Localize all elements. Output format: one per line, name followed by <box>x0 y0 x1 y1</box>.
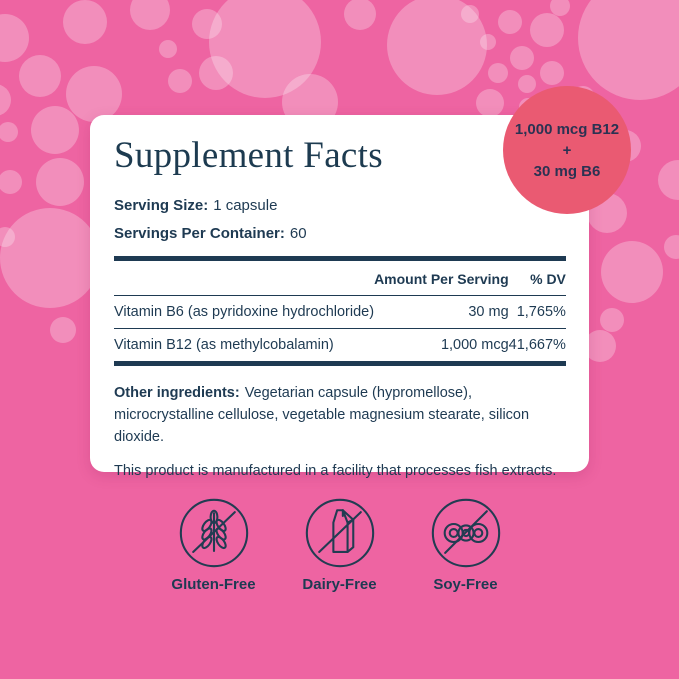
ingredient-amount: 30 mg <box>374 295 509 329</box>
supplement-facts-panel: Supplement Facts Serving Size: 1 capsule … <box>90 115 589 479</box>
other-ingredients: Other ingredients: Vegetarian capsule (hy… <box>114 382 565 448</box>
ingredient-dv: 41,667% <box>508 337 566 353</box>
background-bubble <box>168 69 192 93</box>
facility-note: This product is manufactured in a facili… <box>114 463 557 479</box>
background-bubble <box>578 0 679 100</box>
background-bubble <box>658 160 679 200</box>
badge-line-b6: 30 mg B6 <box>533 162 601 180</box>
certification-dairy-free: Dairy-Free <box>296 497 384 593</box>
serving-size-line: Serving Size: 1 capsule <box>114 192 565 220</box>
background-bubble <box>584 330 616 362</box>
table-row: Vitamin B12 (as methylcobalamin) 1,000 m… <box>114 329 566 364</box>
background-bubble <box>209 0 321 98</box>
certification-gluten-free: Gluten-Free <box>170 497 258 593</box>
background-bubble <box>0 84 11 116</box>
background-bubble <box>50 317 76 343</box>
serving-size-label: Serving Size: <box>114 197 209 214</box>
header-ingredient <box>114 258 375 296</box>
background-bubble <box>540 61 564 85</box>
soy-free-icon <box>431 498 500 568</box>
ingredient-name: Vitamin B12 (as methylcobalamin) <box>114 337 334 353</box>
background-bubble <box>130 0 170 30</box>
table-row: Vitamin B6 (as pyridoxine hydrochloride)… <box>114 295 566 329</box>
background-bubble <box>601 241 663 303</box>
background-bubble <box>498 10 522 34</box>
background-bubble <box>387 0 487 95</box>
background-bubble <box>63 0 107 44</box>
serving-size-value: 1 capsule <box>213 197 278 214</box>
panel-title: Supplement Facts <box>114 135 383 176</box>
background-bubble <box>664 235 679 259</box>
background-bubble <box>530 13 564 47</box>
background-bubble <box>0 170 22 194</box>
other-ingredients-text: Vegetarian capsule (hypromellose), micro… <box>114 385 530 445</box>
badge-line-plus: + <box>562 141 572 159</box>
background-bubble <box>31 106 79 154</box>
other-ingredients-label: Other ingredients: <box>114 385 240 401</box>
certifications-row: Gluten-Free Dairy-Free Soy-Free <box>0 497 679 593</box>
ingredient-dv: 1,765% <box>508 295 566 329</box>
gluten-free-icon <box>179 498 248 568</box>
background-bubble <box>480 34 496 50</box>
badge-line-b12: 1,000 mcg B12 <box>514 120 620 138</box>
header-amount-per-serving: Amount Per Serving <box>374 258 509 296</box>
background-bubble <box>19 55 61 97</box>
background-bubble <box>510 46 534 70</box>
background-bubble <box>159 40 177 58</box>
background-bubble <box>461 5 479 23</box>
header-dv: % DV <box>508 258 566 296</box>
background-bubble <box>0 122 18 142</box>
background-bubble <box>518 75 536 93</box>
background-bubble <box>476 89 504 117</box>
background-bubble <box>0 14 29 62</box>
table-header-row: Amount Per Serving % DV <box>114 258 566 296</box>
certification-label: Gluten-Free <box>171 576 256 593</box>
background-bubble <box>36 158 84 206</box>
dairy-free-icon <box>305 498 374 568</box>
nutrition-table: Amount Per Serving % DV Vitamin B6 (as p… <box>114 256 566 366</box>
background-bubble <box>0 208 100 308</box>
servings-value: 60 <box>289 225 307 242</box>
background-bubble <box>600 308 624 332</box>
background-bubble <box>66 66 122 122</box>
dosage-badge: 1,000 mcg B12 + 30 mg B6 <box>503 86 631 214</box>
certification-soy-free: Soy-Free <box>422 497 510 593</box>
background-bubble <box>344 0 376 30</box>
ingredient-amount: 1,000 mcg <box>440 337 509 353</box>
background-bubble <box>0 227 15 247</box>
servings-label: Servings Per Container: <box>114 225 285 242</box>
background-bubble <box>199 56 233 90</box>
certification-label: Dairy-Free <box>302 576 377 593</box>
background-bubble <box>550 0 570 16</box>
background-bubble <box>192 9 222 39</box>
ingredient-name: Vitamin B6 (as pyridoxine hydrochloride) <box>114 295 375 329</box>
background-bubble <box>488 63 508 83</box>
certification-label: Soy-Free <box>433 576 498 593</box>
servings-per-container-line: Servings Per Container: 60 <box>114 220 565 248</box>
